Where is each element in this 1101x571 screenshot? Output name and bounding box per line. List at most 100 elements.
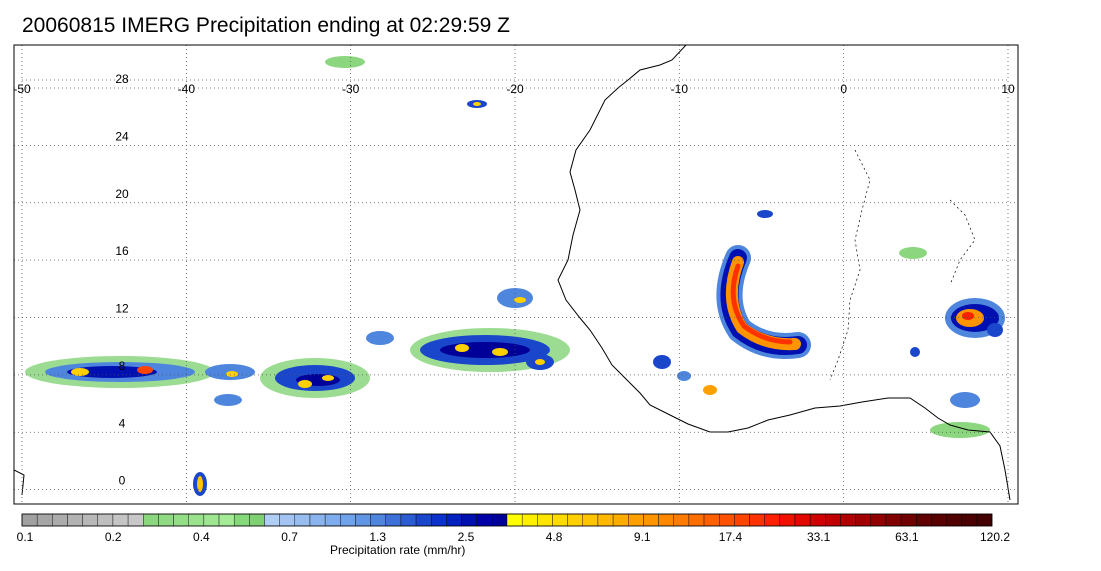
colorbar-swatch [764,513,781,527]
colorbar-swatch [355,513,371,527]
colorbar-swatch [400,513,417,527]
colorbar-tick-label: 0.7 [281,530,298,544]
colorbar-swatch [809,513,826,527]
colorbar-swatch [734,513,750,527]
colorbar-tick-label: 0.2 [104,530,122,544]
colorbar-swatch [688,513,705,527]
colorbar-swatch [946,513,962,527]
colorbar-swatch [794,513,811,527]
colorbar-tick-label: 2.5 [457,530,475,544]
colorbar-swatch [446,513,462,527]
colorbar-swatch [21,513,38,527]
colorbar-swatch [825,513,841,527]
colorbar-swatch [506,513,523,527]
colorbar-swatch [188,513,205,527]
colorbar-swatch [885,513,902,527]
colorbar-swatch [415,513,432,527]
colorbar-swatch [143,513,159,527]
colorbar-swatch [67,513,83,527]
colorbar-swatch [597,513,614,527]
colorbar-tick-label: 4.8 [545,530,563,544]
colorbar-swatch [97,513,114,527]
lon-tick-label: -10 [671,82,689,96]
colorbar-tick-label: 120.2 [979,530,1011,544]
colorbar-swatch [521,513,538,527]
colorbar-swatch [264,513,280,527]
colorbar-label: Precipitation rate (mm/hr) [330,543,466,557]
colorbar-swatch [431,513,447,527]
colorbar-swatch [643,513,659,527]
latitude-labels: 28 24 20 16 12 8 4 0 [115,72,129,488]
lon-tick-label: -40 [178,82,196,96]
lon-tick-label: 10 [1001,82,1015,96]
colorbar-swatch [324,513,341,527]
colorbar-swatch [279,513,296,527]
colorbar-swatch [718,513,735,527]
colorbar-tick-label: 1.3 [369,530,387,544]
rain-cluster-east [899,247,1005,438]
lat-tick-label: 4 [119,416,126,430]
lat-tick-label: 28 [115,72,129,86]
colorbar-swatch [127,513,144,527]
rain-cluster-africa-west [653,210,773,395]
colorbar-swatch [203,513,220,527]
lat-tick-label: 8 [119,359,126,373]
colorbar-swatch [461,513,477,527]
lon-tick-label: 0 [840,82,847,96]
rain-cluster-west [25,356,255,388]
colorbar-swatch [749,513,765,527]
colorbar-swatch [294,513,311,527]
colorbar-swatch [537,513,553,527]
coastline [14,45,1011,501]
colorbar-swatch [582,513,599,527]
colorbar-swatch [370,513,386,527]
colorbar-swatch [779,513,796,527]
colorbar-swatch [233,513,250,527]
lon-tick-label: -30 [342,82,360,96]
colorbar-swatch [703,513,720,527]
colorbar-swatch [628,513,644,527]
colorbar-swatch [658,513,674,527]
colorbar-swatch [673,513,690,527]
colorbar-tick-label: 17.4 [718,530,743,544]
colorbar-tick-label: 33.1 [806,530,831,544]
colorbar-swatch [476,513,493,527]
colorbar-tick-label: 63.1 [895,530,919,544]
colorbar-tick-label: 0.1 [16,530,34,544]
rain-cluster-central [325,56,570,372]
colorbar-tick-label: 9.1 [633,530,651,544]
colorbar-swatch [916,513,932,527]
plot-frame [13,44,1019,505]
colorbar-swatch [36,513,53,527]
colorbar-swatch [552,513,568,527]
colorbar-tick-label: 0.4 [193,530,210,544]
colorbar-swatch [900,513,917,527]
lat-tick-label: 24 [115,129,129,143]
rain-cluster-africa-arc [716,245,811,359]
colorbar-swatch [173,513,189,527]
colorbar-swatch [491,513,508,527]
colorbar-swatch [218,513,235,527]
lat-tick-label: 0 [119,474,126,488]
longitude-labels: -50 -40 -30 -20 -10 0 10 [13,82,1015,96]
lon-tick-label: -50 [13,82,31,96]
lat-tick-label: 20 [115,187,129,201]
colorbar-swatch [112,513,129,527]
lon-tick-label: -20 [506,82,524,96]
colorbar-swatch [612,513,629,527]
precipitation-layer [25,56,1005,496]
colorbar [21,513,993,527]
colorbar-swatch [340,513,356,527]
colorbar-swatch [158,513,174,527]
colorbar-swatch [840,513,856,527]
colorbar-swatch [961,513,978,527]
rain-cluster-west-central [193,358,370,496]
map-title: 20060815 IMERG Precipitation ending at 0… [22,14,510,37]
colorbar-swatch [931,513,947,527]
colorbar-swatch [309,513,326,527]
colorbar-swatch [82,513,98,527]
grid-lines [14,45,1018,504]
colorbar-swatch [52,513,68,527]
colorbar-swatch [249,513,265,527]
